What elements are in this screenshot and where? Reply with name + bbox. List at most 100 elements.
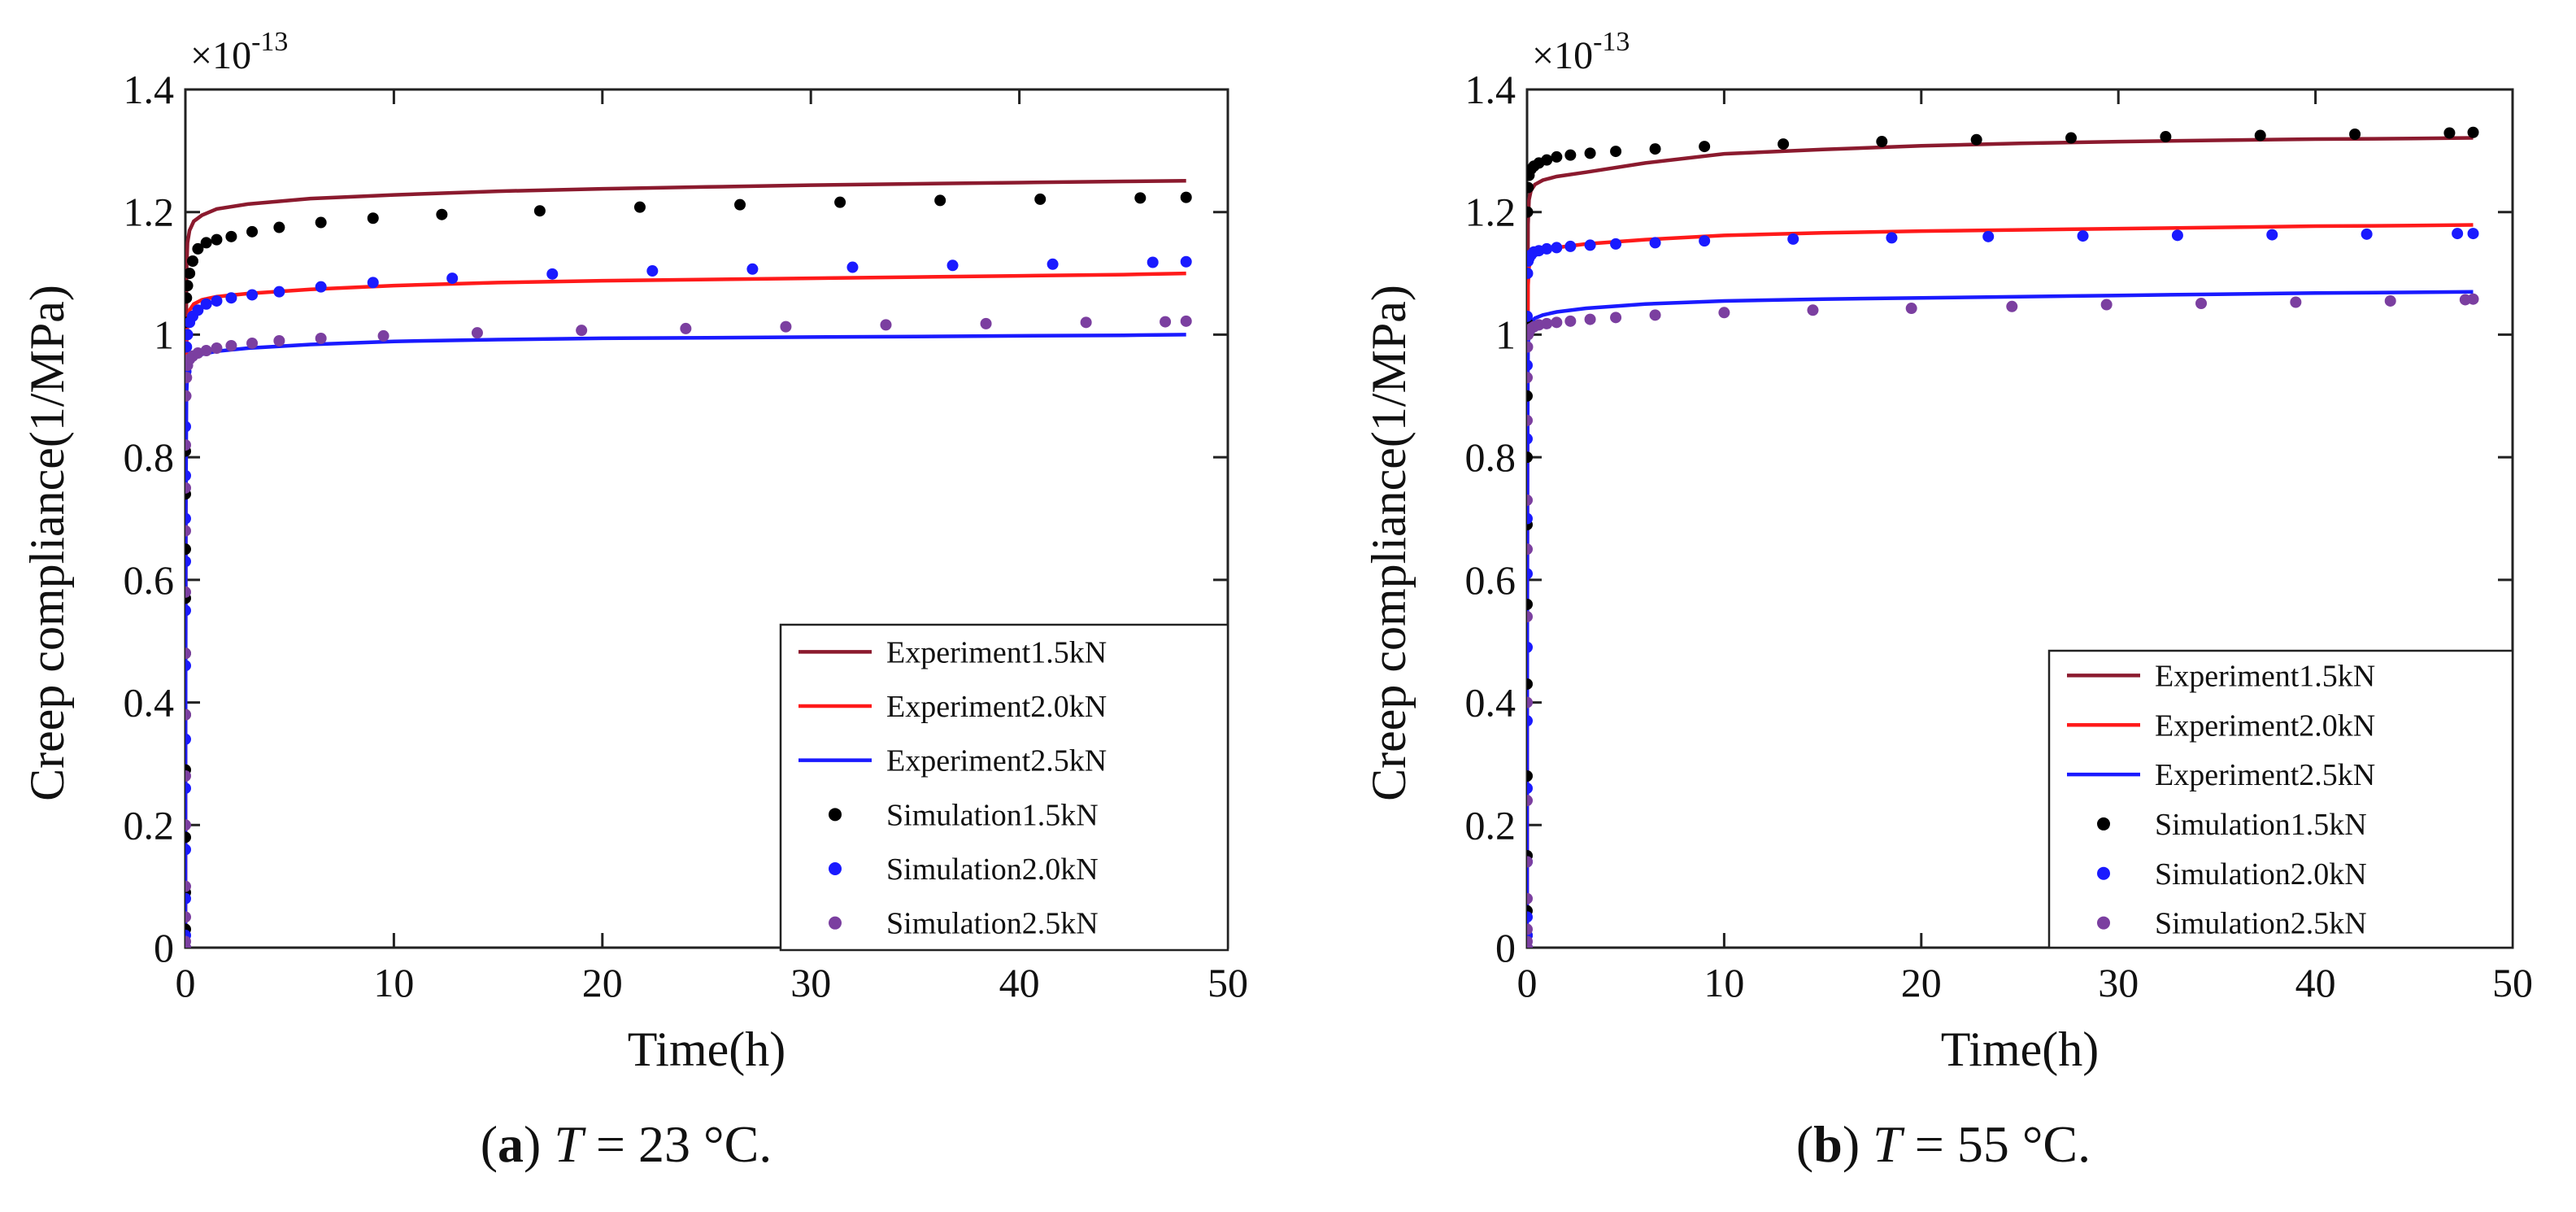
data-point-simulation2-5kn (1527, 892, 1533, 905)
data-point-simulation2-5kn (185, 770, 191, 782)
data-point-simulation2-0kn (2361, 228, 2373, 240)
data-point-simulation2-0kn (1551, 242, 1563, 254)
data-point-simulation1-5kn (2065, 132, 2078, 144)
data-point-simulation1-5kn (246, 225, 259, 238)
data-point-simulation2-5kn (1649, 309, 1661, 321)
legend-label: Simulation2.0kN (2155, 857, 2367, 892)
data-point-simulation1-5kn (1527, 390, 1533, 402)
data-point-simulation2-0kn (185, 421, 191, 433)
data-point-simulation2-5kn (185, 935, 191, 948)
data-point-simulation2-0kn (1787, 233, 1799, 245)
data-point-simulation2-5kn (185, 819, 191, 831)
data-point-simulation1-5kn (185, 280, 194, 292)
data-point-simulation1-5kn (734, 198, 746, 211)
data-point-simulation2-5kn (1527, 341, 1534, 353)
y-tick-label: 1.2 (124, 190, 175, 235)
data-point-simulation1-5kn (1527, 770, 1533, 782)
data-point-simulation2-5kn (1527, 856, 1533, 868)
data-point-simulation1-5kn (273, 221, 285, 233)
data-point-simulation2-0kn (646, 265, 659, 277)
data-point-simulation2-5kn (211, 342, 223, 355)
data-point-simulation2-5kn (315, 332, 327, 344)
x-tick-label: 40 (2295, 960, 2336, 1005)
data-point-simulation2-0kn (246, 289, 259, 301)
data-point-simulation2-0kn (211, 294, 223, 307)
data-point-simulation2-5kn (1527, 795, 1533, 807)
data-point-simulation2-5kn (377, 329, 389, 342)
plot-area-a (185, 179, 1192, 948)
y-tick-label: 1.4 (124, 67, 175, 112)
data-point-simulation1-5kn (633, 201, 646, 213)
data-point-simulation2-0kn (1180, 255, 1192, 268)
data-point-simulation1-5kn (2467, 126, 2479, 138)
data-point-simulation2-0kn (185, 469, 191, 482)
legend-label: Experiment1.5kN (886, 635, 1107, 669)
data-point-simulation2-5kn (1180, 315, 1192, 327)
y-tick-label: 0.6 (124, 557, 175, 603)
data-point-simulation1-5kn (1034, 193, 1046, 205)
legend-label: Simulation2.0kN (886, 852, 1099, 887)
data-point-simulation2-0kn (1527, 715, 1533, 727)
data-point-simulation1-5kn (1699, 141, 1711, 153)
data-point-simulation2-5kn (1807, 304, 1819, 316)
data-point-simulation2-5kn (1718, 307, 1730, 319)
data-point-simulation2-5kn (471, 327, 483, 339)
y-tick-label: 1 (154, 312, 174, 357)
data-point-simulation2-5kn (200, 345, 212, 357)
data-point-simulation2-5kn (185, 647, 191, 660)
caption-a-variable: T (554, 1115, 583, 1173)
data-point-simulation2-0kn (1584, 239, 1596, 251)
x-tick-label: 50 (2492, 960, 2533, 1005)
data-point-simulation1-5kn (436, 208, 448, 220)
legend-swatch-marker (2097, 916, 2110, 930)
y-tick-label: 1.4 (1465, 67, 1516, 112)
data-point-simulation2-5kn (1527, 543, 1533, 556)
data-point-simulation1-5kn (1876, 136, 1888, 148)
data-point-simulation2-0kn (1527, 911, 1533, 923)
data-point-simulation2-5kn (1527, 494, 1533, 506)
x-tick-label: 10 (373, 960, 414, 1005)
data-point-simulation2-0kn (185, 660, 191, 672)
data-point-simulation2-5kn (1527, 611, 1533, 623)
x-tick-label: 20 (582, 960, 623, 1005)
caption-a-text: = 23 °C. (582, 1115, 772, 1173)
x-tick-label: 40 (999, 960, 1040, 1005)
data-point-simulation1-5kn (1551, 150, 1563, 163)
y-tick-label: 0.4 (124, 680, 175, 726)
y-tick-label: 1.2 (1465, 190, 1516, 235)
data-point-simulation2-0kn (1147, 256, 1159, 268)
series-line-experiment1-5kn (185, 179, 1186, 948)
data-point-simulation2-5kn (880, 319, 892, 331)
legend-swatch-marker (2097, 817, 2110, 831)
data-point-simulation2-0kn (185, 512, 191, 525)
caption-b-text: = 55 °C. (1901, 1115, 2091, 1173)
data-point-simulation1-5kn (1970, 133, 1982, 146)
data-point-simulation2-0kn (1527, 512, 1533, 525)
data-point-simulation2-5kn (1541, 317, 1553, 329)
legend-label: Experiment2.0kN (2155, 708, 2375, 743)
legend-a: Experiment1.5kN Experiment2.0kN Experiment… (779, 623, 1229, 952)
x-axis-label: Time(h) (1941, 1022, 2099, 1076)
data-point-simulation1-5kn (1527, 451, 1533, 464)
data-point-simulation2-0kn (367, 277, 379, 289)
data-point-simulation1-5kn (834, 196, 846, 208)
data-point-simulation2-0kn (1564, 240, 1577, 252)
legend-label: Simulation2.5kN (2155, 907, 2367, 941)
data-point-simulation2-0kn (2452, 228, 2464, 240)
data-point-simulation2-0kn (192, 304, 204, 316)
data-point-simulation1-5kn (1778, 138, 1790, 150)
data-point-simulation2-0kn (185, 341, 193, 353)
data-point-simulation2-5kn (246, 337, 259, 349)
data-point-simulation2-0kn (1527, 641, 1533, 653)
x-tick-label: 20 (1901, 960, 1942, 1005)
legend-label: Experiment2.5kN (2155, 758, 2375, 792)
x-tick-label: 30 (2098, 960, 2139, 1005)
y-tick-label: 0.8 (124, 434, 175, 480)
data-point-simulation1-5kn (185, 292, 193, 304)
data-point-simulation2-5kn (1564, 315, 1577, 327)
data-point-simulation1-5kn (2443, 127, 2456, 139)
data-point-simulation1-5kn (2349, 129, 2361, 141)
data-point-simulation1-5kn (192, 242, 204, 255)
data-point-simulation2-5kn (2467, 293, 2479, 305)
